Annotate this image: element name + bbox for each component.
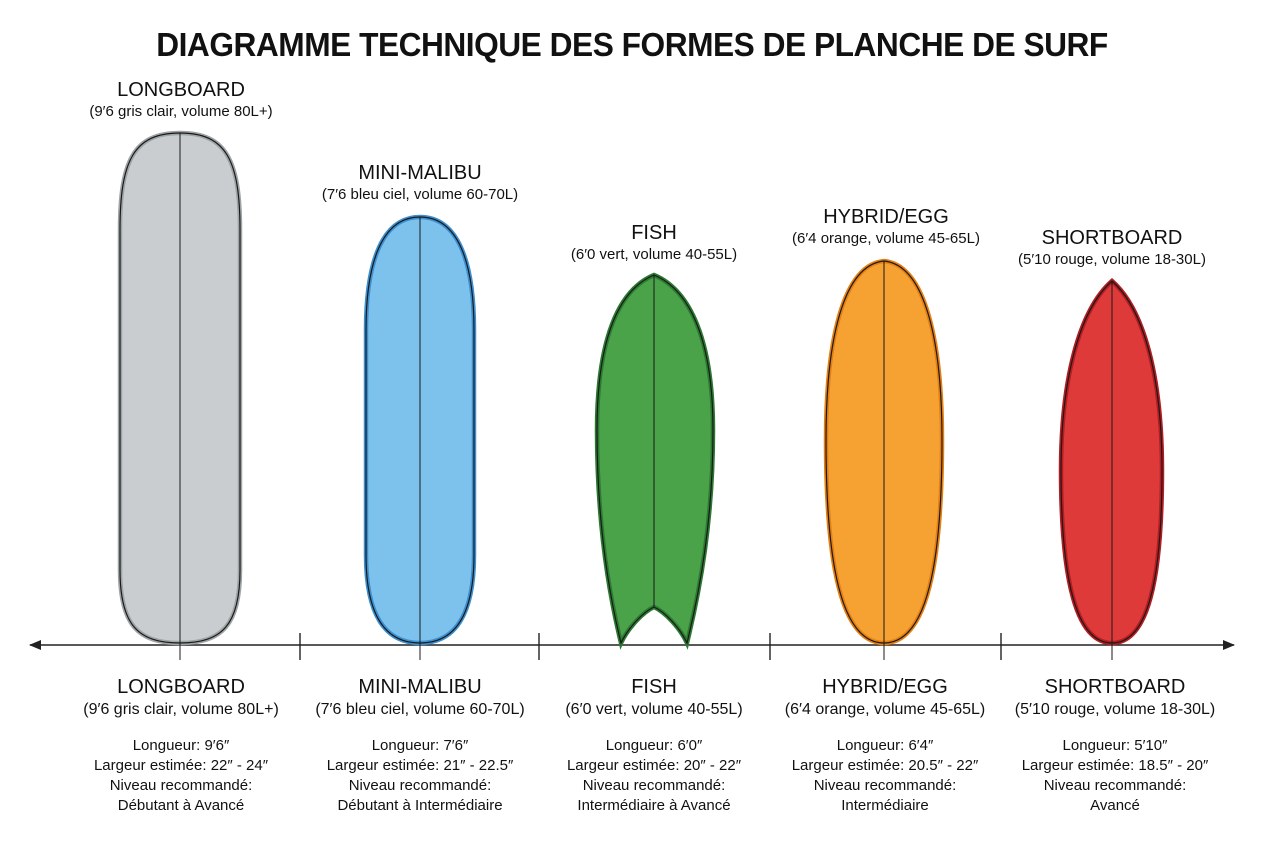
board-length: Longueur: 7′6″ bbox=[371, 737, 469, 754]
board-spec: (6′0 vert, volume 40-55L) bbox=[565, 701, 743, 718]
board-level: Débutant à Intermédiaire bbox=[337, 797, 503, 814]
board-spec: (5′10 rouge, volume 18-30L) bbox=[1014, 701, 1216, 718]
page-title: DIAGRAMME TECHNIQUE DES FORMES DE PLANCH… bbox=[156, 26, 1108, 63]
top-label-mini-malibu: MINI-MALIBU (7′6 bleu ciel, volume 60-70… bbox=[322, 161, 518, 204]
board-length: Longueur: 6′4″ bbox=[836, 737, 934, 754]
spec-block-mini-malibu: MINI-MALIBU (7′6 bleu ciel, volume 60-70… bbox=[315, 675, 524, 816]
board-level: Débutant à Avancé bbox=[117, 797, 245, 814]
board-spec: (7′6 bleu ciel, volume 60-70L) bbox=[321, 186, 519, 203]
board-width: Largeur estimée: 21″ - 22.5″ bbox=[326, 757, 514, 774]
board-width: Largeur estimée: 18.5″ - 20″ bbox=[1021, 757, 1209, 774]
board-mini-malibu bbox=[363, 214, 477, 660]
board-spec: (6′4 orange, volume 45-65L) bbox=[792, 230, 980, 247]
board-spec: (5′10 rouge, volume 18-30L) bbox=[1018, 251, 1206, 268]
board-level: Intermédiaire bbox=[841, 797, 929, 814]
board-name: SHORTBOARD bbox=[1044, 676, 1186, 698]
board-spec: (6′4 orange, volume 45-65L) bbox=[784, 701, 986, 718]
board-level: Intermédiaire à Avancé bbox=[577, 797, 731, 814]
board-length: Longueur: 6′0″ bbox=[605, 737, 703, 754]
top-label-longboard: LONGBOARD (9′6 gris clair, volume 80L+) bbox=[89, 78, 272, 121]
board-level: Avancé bbox=[1090, 797, 1140, 814]
board-name: SHORTBOARD bbox=[1041, 227, 1183, 249]
spec-block-hybrid-egg: HYBRID/EGG (6′4 orange, volume 45-65L) L… bbox=[785, 675, 985, 816]
top-label-fish: FISH (6′0 vert, volume 40-55L) bbox=[571, 221, 737, 264]
board-length: Longueur: 5′10″ bbox=[1062, 737, 1168, 754]
spec-block-shortboard: SHORTBOARD (5′10 rouge, volume 18-30L) L… bbox=[1015, 675, 1215, 816]
top-label-shortboard: SHORTBOARD (5′10 rouge, volume 18-30L) bbox=[1018, 226, 1206, 269]
board-spec: (9′6 gris clair, volume 80L+) bbox=[83, 701, 279, 718]
board-name: LONGBOARD bbox=[117, 676, 245, 698]
board-width: Largeur estimée: 20.5″ - 22″ bbox=[791, 757, 979, 774]
board-name: FISH bbox=[631, 676, 677, 698]
board-width: Largeur estimée: 22″ - 24″ bbox=[93, 757, 269, 774]
board-shortboard bbox=[1058, 278, 1165, 660]
board-name: MINI-MALIBU bbox=[358, 676, 482, 698]
board-level-label: Niveau recommandé: bbox=[582, 777, 726, 794]
board-length: Longueur: 9′6″ bbox=[132, 737, 230, 754]
board-width: Largeur estimée: 20″ - 22″ bbox=[566, 757, 742, 774]
board-hybrid-egg bbox=[823, 258, 945, 660]
board-level-label: Niveau recommandé: bbox=[348, 777, 492, 794]
board-longboard bbox=[117, 130, 243, 660]
board-name: LONGBOARD bbox=[117, 79, 245, 101]
board-name: HYBRID/EGG bbox=[822, 676, 948, 698]
board-name: HYBRID/EGG bbox=[823, 206, 949, 228]
board-fish bbox=[594, 272, 716, 650]
board-shape bbox=[594, 272, 716, 650]
spec-block-longboard: LONGBOARD (9′6 gris clair, volume 80L+) … bbox=[83, 675, 279, 816]
top-label-hybrid-egg: HYBRID/EGG (6′4 orange, volume 45-65L) bbox=[792, 205, 980, 248]
board-name: FISH bbox=[631, 222, 677, 244]
board-spec: (7′6 bleu ciel, volume 60-70L) bbox=[315, 701, 525, 718]
board-level-label: Niveau recommandé: bbox=[109, 777, 253, 794]
board-spec: (6′0 vert, volume 40-55L) bbox=[570, 246, 738, 263]
board-spec: (9′6 gris clair, volume 80L+) bbox=[89, 103, 273, 120]
spec-block-fish: FISH (6′0 vert, volume 40-55L) Longueur:… bbox=[565, 675, 742, 816]
board-level-label: Niveau recommandé: bbox=[813, 777, 957, 794]
board-level-label: Niveau recommandé: bbox=[1043, 777, 1187, 794]
board-name: MINI-MALIBU bbox=[358, 162, 482, 184]
